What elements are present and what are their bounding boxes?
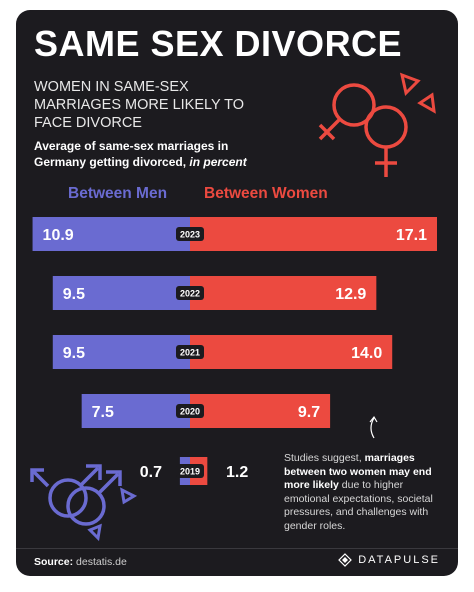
bar-women-2021	[190, 335, 393, 369]
legend-women: Between Women	[204, 185, 328, 202]
legend-men: Between Men	[68, 185, 168, 202]
value-label-women-2023: 17.1	[396, 227, 427, 244]
category-label-2020: 2020	[180, 407, 200, 417]
year-pill-2023	[176, 227, 204, 241]
value-label-women-2021: 14.0	[351, 345, 382, 362]
year-pill-2020	[176, 404, 204, 418]
male-male-symbol-icon	[30, 464, 138, 542]
diverging-bar-chart: 2023 10.9 17.1 2022 9.5 12.9 2021 9.5 14.0 2020 7.…	[32, 217, 437, 485]
infographic-card: SAME SEX DIVORCE WOMEN IN SAME-SEX MARRI…	[16, 10, 458, 576]
footer-divider	[16, 548, 458, 549]
value-label-men-2021: 9.5	[63, 345, 85, 362]
bar-men-2021	[52, 335, 191, 369]
category-label-2021: 2021	[180, 348, 200, 358]
chart-description-unit: in percent	[189, 155, 247, 169]
value-label-men-2019: 0.7	[140, 464, 162, 481]
page-subtitle: WOMEN IN SAME-SEX MARRIAGES MORE LIKELY …	[34, 79, 245, 131]
arrow-up-icon	[369, 415, 378, 439]
bar-women-2022	[190, 276, 377, 310]
source-label: Source:	[34, 556, 74, 568]
value-label-women-2022: 12.9	[335, 286, 366, 303]
brand-logo-icon	[338, 553, 353, 567]
chart-description-main: Average of same-sex marriages in Germany…	[34, 139, 229, 169]
year-pill-2019	[176, 464, 204, 478]
annotation-bold: marriages between two women may end more…	[284, 452, 432, 491]
category-label-2019: 2019	[180, 467, 200, 477]
value-label-men-2022: 9.5	[63, 286, 85, 303]
brand-name: DATAPULSE	[358, 554, 440, 566]
bar-women-2023	[190, 217, 437, 251]
category-label-2022: 2022	[180, 289, 200, 299]
bar-men-2023	[32, 217, 190, 251]
source-credit: Source: destatis.de	[34, 556, 127, 568]
chart-description: Average of same-sex marriages in Germany…	[34, 138, 264, 170]
value-label-women-2020: 9.7	[298, 404, 320, 421]
year-pill-2022	[176, 286, 204, 300]
bar-men-2020	[81, 394, 190, 428]
annotation-part2: due to higher emotional expectations, so…	[284, 479, 433, 532]
category-label-2023: 2023	[180, 230, 200, 240]
value-label-men-2023: 10.9	[43, 227, 74, 244]
source-value: destatis.de	[76, 556, 127, 568]
value-label-men-2020: 7.5	[92, 404, 114, 421]
annotation-text: Studies suggest, marriages between two w…	[284, 452, 444, 533]
bar-men-2022	[52, 276, 191, 310]
page-title: SAME SEX DIVORCE	[34, 23, 403, 64]
year-pill-2021	[176, 345, 204, 359]
brand-logo: DATAPULSE	[338, 553, 440, 567]
female-female-symbol-icon	[318, 72, 436, 177]
value-label-women-2019: 1.2	[226, 464, 248, 481]
bar-women-2020	[190, 394, 331, 428]
annotation-part1: Studies suggest,	[284, 452, 365, 464]
